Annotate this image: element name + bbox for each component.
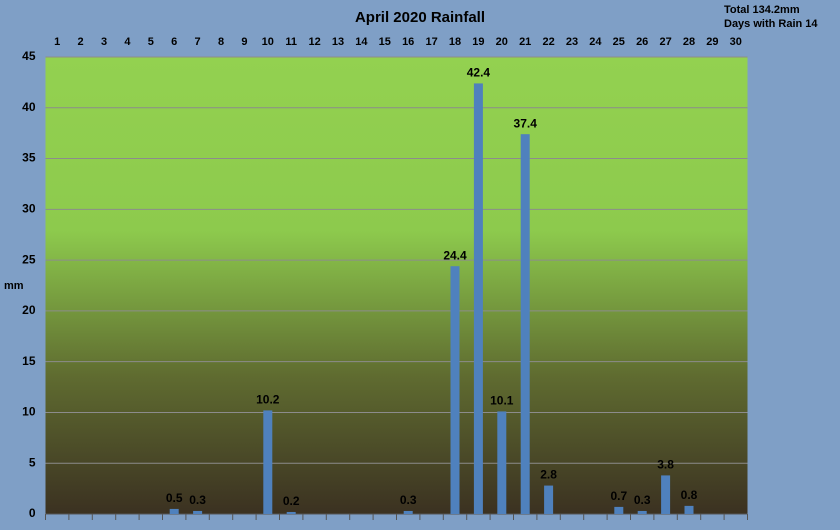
x-tick-label: 10: [262, 36, 274, 48]
bar: [661, 475, 671, 514]
x-tick-label: 14: [355, 36, 368, 48]
data-label: 0.8: [681, 488, 698, 502]
y-axis-label: mm: [4, 280, 24, 292]
y-tick-label: 35: [22, 151, 36, 165]
x-tick-label: 9: [241, 36, 247, 48]
y-tick-label: 20: [22, 303, 36, 317]
bar: [450, 266, 460, 514]
x-tick-label: 1: [54, 36, 60, 48]
data-label: 24.4: [443, 248, 467, 262]
bar: [520, 134, 530, 514]
y-tick-label: 40: [22, 100, 36, 114]
y-tick-label: 30: [22, 202, 36, 216]
x-tick-label: 4: [124, 36, 131, 48]
bar: [263, 410, 273, 514]
x-tick-label: 20: [496, 36, 508, 48]
x-tick-label: 27: [659, 36, 671, 48]
x-tick-label: 23: [566, 36, 578, 48]
x-tick-label: 24: [589, 36, 602, 48]
x-tick-label: 3: [101, 36, 107, 48]
y-tick-label: 15: [22, 354, 36, 368]
bar: [169, 508, 179, 514]
x-tick-label: 16: [402, 36, 414, 48]
bar: [637, 510, 647, 514]
x-tick-label: 5: [148, 36, 154, 48]
chart-title: April 2020 Rainfall: [355, 9, 485, 26]
x-tick-label: 17: [425, 36, 437, 48]
x-tick-label: 28: [683, 36, 695, 48]
data-label: 42.4: [467, 66, 491, 80]
x-tick-label: 12: [308, 36, 320, 48]
data-label: 0.3: [400, 493, 417, 507]
x-tick-label: 7: [195, 36, 201, 48]
x-tick-label: 30: [730, 36, 742, 48]
data-label: 37.4: [514, 116, 538, 130]
data-label: 0.5: [166, 491, 183, 505]
data-label: 3.8: [657, 458, 674, 472]
x-tick-label: 26: [636, 36, 648, 48]
bar: [193, 510, 203, 514]
bar: [473, 83, 483, 514]
x-tick-label: 15: [379, 36, 391, 48]
data-label: 0.3: [634, 493, 651, 507]
y-tick-label: 25: [22, 252, 36, 266]
annotation: Days with Rain 14: [724, 18, 818, 30]
x-tick-label: 8: [218, 36, 224, 48]
y-tick-label: 45: [22, 49, 36, 63]
plot-area: [45, 57, 748, 514]
bar: [544, 485, 554, 514]
x-tick-label: 19: [472, 36, 484, 48]
bar: [497, 411, 507, 514]
x-tick-label: 21: [519, 36, 531, 48]
data-label: 0.3: [189, 493, 206, 507]
data-label: 10.1: [490, 394, 514, 408]
x-tick-label: 18: [449, 36, 461, 48]
x-tick-label: 6: [171, 36, 177, 48]
data-label: 0.7: [610, 489, 627, 503]
data-label: 0.2: [283, 494, 300, 508]
x-tick-label: 29: [706, 36, 718, 48]
x-tick-label: 2: [78, 36, 84, 48]
bar: [286, 511, 296, 514]
x-tick-label: 13: [332, 36, 344, 48]
bar: [403, 510, 413, 514]
bar: [684, 505, 694, 514]
y-tick-label: 0: [29, 506, 36, 520]
y-tick-label: 10: [22, 405, 36, 419]
y-tick-label: 5: [29, 455, 36, 469]
x-tick-label: 25: [613, 36, 625, 48]
data-label: 2.8: [540, 468, 557, 482]
bar: [614, 506, 624, 514]
x-tick-label: 11: [285, 36, 297, 48]
x-tick-label: 22: [542, 36, 554, 48]
data-label: 10.2: [256, 393, 280, 407]
annotation: Total 134.2mm: [724, 4, 800, 16]
